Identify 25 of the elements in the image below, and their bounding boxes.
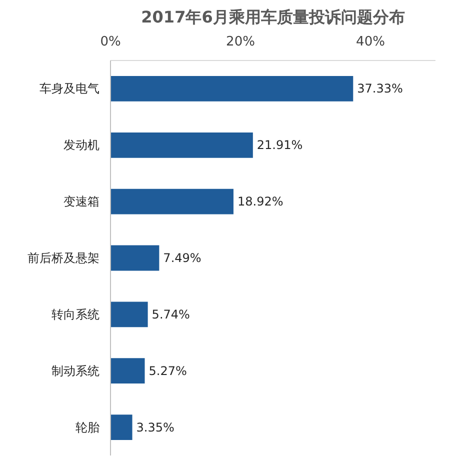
data-label: 7.49% — [163, 251, 202, 265]
y-tick-label: 制动系统 — [52, 364, 100, 378]
y-tick-label: 转向系统 — [52, 307, 100, 322]
chart-title: 2017年6月乘用车质量投诉问题分布 — [141, 8, 405, 26]
y-tick-label: 前后桥及悬架 — [28, 251, 100, 265]
data-label: 5.74% — [152, 307, 190, 322]
bar — [110, 358, 145, 384]
x-tick-label: 0% — [100, 34, 121, 50]
bar — [110, 414, 132, 440]
bar — [110, 245, 160, 271]
bar — [110, 76, 354, 102]
bar — [110, 132, 253, 158]
y-tick-label: 发动机 — [64, 138, 100, 152]
data-label: 21.91% — [256, 138, 303, 152]
data-label: 5.27% — [148, 364, 187, 378]
bar — [110, 188, 234, 214]
data-label: 18.92% — [237, 194, 284, 209]
y-tick-label: 轮胎 — [76, 420, 100, 434]
y-tick-label: 变速箱 — [64, 194, 100, 209]
y-tick-label: 车身及电气 — [40, 82, 100, 96]
data-label: 3.35% — [136, 420, 174, 434]
bar — [110, 302, 148, 328]
x-tick-label: 40% — [356, 34, 385, 50]
x-tick-label: 20% — [226, 34, 255, 50]
data-label: 37.33% — [357, 82, 403, 96]
